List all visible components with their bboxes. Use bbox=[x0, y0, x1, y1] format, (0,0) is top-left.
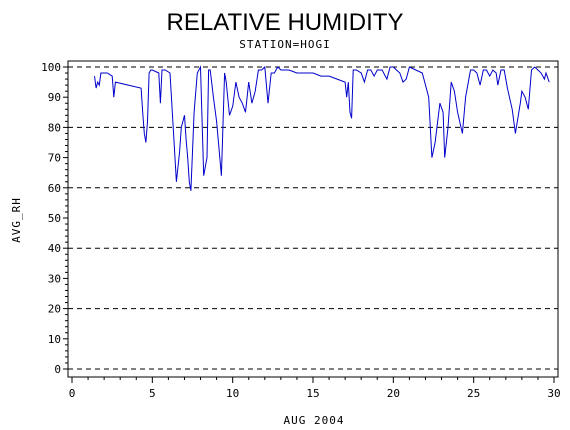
y-tick-label-0: 0 bbox=[54, 363, 61, 376]
y-tick-label-10: 10 bbox=[48, 333, 61, 346]
chart-subtitle: STATION=HOGI bbox=[239, 38, 330, 51]
x-tick-label-25: 25 bbox=[467, 387, 480, 400]
x-tick-label-0: 0 bbox=[69, 387, 76, 400]
y-tick-label-30: 30 bbox=[48, 272, 61, 285]
plot-frame bbox=[67, 60, 559, 378]
y-tick-label-80: 80 bbox=[48, 121, 61, 134]
chart-title: RELATIVE HUMIDITY bbox=[167, 9, 404, 36]
x-axis-ticks: 0 5 10 15 20 25 30 bbox=[69, 377, 561, 400]
x-tick-label-15: 15 bbox=[306, 387, 319, 400]
y-tick-label-20: 20 bbox=[48, 303, 61, 316]
x-tick-label-30: 30 bbox=[547, 387, 560, 400]
x-tick-label-5: 5 bbox=[149, 387, 156, 400]
x-tick-label-10: 10 bbox=[226, 387, 239, 400]
y-axis-label: AVG_RH bbox=[10, 197, 23, 243]
series-line-avg-rh bbox=[94, 65, 550, 191]
gridlines bbox=[68, 66, 558, 370]
y-tick-label-50: 50 bbox=[48, 212, 61, 225]
y-axis-ticks: 0 10 20 30 40 50 60 70 80 90 100 bbox=[41, 61, 68, 376]
y-tick-label-90: 90 bbox=[48, 91, 61, 104]
y-tick-label-40: 40 bbox=[48, 242, 61, 255]
y-tick-label-100: 100 bbox=[41, 61, 61, 74]
x-tick-label-20: 20 bbox=[387, 387, 400, 400]
y-tick-label-70: 70 bbox=[48, 152, 61, 165]
x-axis-label: AUG 2004 bbox=[284, 414, 345, 427]
y-tick-label-60: 60 bbox=[48, 182, 61, 195]
